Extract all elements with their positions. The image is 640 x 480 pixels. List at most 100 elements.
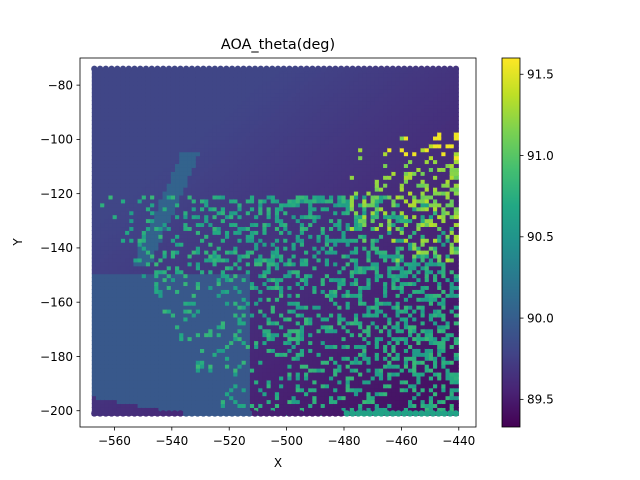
heatmap-cell: [100, 348, 106, 353]
heatmap-cell: [312, 202, 318, 208]
heatmap-cell: [320, 80, 326, 86]
heatmap-cell: [320, 308, 326, 314]
heatmap-cell: [125, 277, 131, 283]
heatmap-cell: [212, 304, 218, 310]
heatmap-cell: [150, 312, 156, 318]
heatmap-cell: [133, 320, 139, 326]
heatmap-cell: [116, 265, 122, 271]
heatmap-cell: [108, 96, 114, 102]
heatmap-cell: [200, 367, 206, 373]
heatmap-cell: [108, 72, 114, 78]
heatmap-cell: [287, 289, 293, 294]
heatmap-cell: [120, 285, 126, 290]
heatmap-cell: [95, 186, 102, 192]
heatmap-cell: [154, 194, 160, 200]
heatmap-cell: [91, 324, 97, 330]
heatmap-cell: [320, 336, 326, 342]
heatmap-cell: [241, 159, 247, 165]
heatmap-cell: [279, 277, 285, 283]
heatmap-cell: [316, 127, 322, 133]
heatmap-cell: [262, 104, 268, 109]
heatmap-cell: [279, 163, 285, 168]
heatmap-cell: [129, 261, 135, 267]
heatmap-cell: [229, 395, 235, 401]
heatmap-cell: [108, 222, 114, 228]
heatmap-cell: [208, 72, 214, 78]
heatmap-cell: [166, 147, 172, 153]
heatmap-cell: [258, 108, 264, 113]
heatmap-cell: [262, 407, 268, 412]
heatmap-cell: [254, 115, 260, 121]
heatmap-cell: [216, 257, 222, 263]
heatmap-cell: [191, 218, 197, 224]
heatmap-cell: [220, 218, 226, 224]
heatmap-cell: [191, 312, 197, 318]
heatmap-cell: [249, 285, 255, 290]
heatmap-cell: [249, 230, 255, 235]
heatmap-cell: [95, 155, 102, 161]
heatmap-cell: [95, 367, 102, 373]
heatmap-cell: [158, 241, 164, 247]
heatmap-cell: [100, 174, 106, 180]
heatmap-cell: [141, 375, 147, 381]
heatmap-cell: [291, 245, 297, 251]
heatmap-cell: [295, 115, 301, 121]
heatmap-cell: [95, 407, 102, 412]
heatmap-cell: [208, 190, 214, 196]
heatmap-cell: [320, 391, 326, 397]
heatmap-cell: [162, 210, 168, 216]
heatmap-cell: [195, 308, 201, 314]
heatmap-cell: [245, 174, 251, 180]
heatmap-cell: [191, 344, 197, 349]
heatmap-cell: [183, 391, 189, 397]
heatmap-cell: [175, 292, 181, 298]
heatmap-cell: [245, 80, 251, 86]
heatmap-cell: [270, 167, 276, 172]
heatmap-cell: [95, 371, 102, 377]
heatmap-cell: [104, 230, 110, 235]
heatmap-cell: [145, 352, 151, 357]
heatmap-cell: [170, 198, 176, 204]
heatmap-cell: [133, 182, 139, 188]
heatmap-cell: [208, 249, 214, 255]
heatmap-cell: [125, 289, 131, 294]
heatmap-cell: [212, 371, 218, 377]
heatmap-cell: [100, 92, 106, 98]
heatmap-cell: [295, 269, 301, 275]
heatmap-cell: [229, 324, 235, 330]
heatmap-cell: [216, 308, 222, 314]
heatmap-cell: [291, 371, 297, 377]
heatmap-cell: [91, 115, 97, 121]
heatmap-cell: [324, 300, 330, 306]
heatmap-cell: [266, 253, 272, 259]
heatmap-cell: [241, 206, 247, 212]
heatmap-cell: [262, 332, 268, 338]
heatmap-cell: [187, 155, 193, 161]
heatmap-cell: [279, 72, 285, 78]
heatmap-cell: [208, 308, 214, 314]
heatmap-cell: [141, 296, 147, 302]
heatmap-cell: [104, 194, 110, 200]
heatmap-cell: [129, 237, 135, 243]
heatmap-cell: [299, 237, 305, 243]
heatmap-cell: [183, 123, 189, 129]
heatmap-cell: [191, 198, 197, 204]
heatmap-cell: [175, 226, 181, 231]
heatmap-cell: [220, 316, 226, 322]
heatmap-cell: [320, 289, 326, 294]
heatmap-cell: [237, 151, 243, 157]
heatmap-cell: [187, 108, 193, 113]
heatmap-cell: [208, 233, 214, 239]
heatmap-cell: [133, 186, 139, 192]
heatmap-cell: [324, 332, 330, 338]
heatmap-cell: [270, 198, 276, 204]
heatmap-cell: [208, 336, 214, 342]
heatmap-cell: [229, 198, 235, 204]
heatmap-cell: [295, 186, 301, 192]
heatmap-cell: [304, 108, 310, 113]
heatmap-cell: [208, 328, 214, 334]
heatmap-cell: [245, 312, 251, 318]
heatmap-cell: [175, 76, 181, 82]
heatmap-cell: [100, 202, 106, 208]
heatmap-cell: [95, 108, 102, 113]
